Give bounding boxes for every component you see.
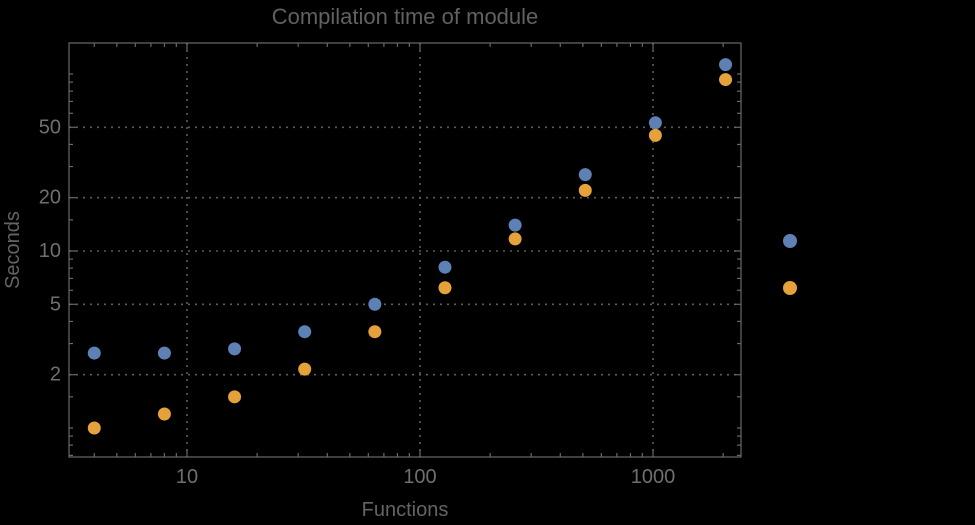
x-tick-label: 100: [403, 466, 436, 488]
y-tick-label: 2: [50, 364, 61, 386]
data-point-series-2: [438, 281, 452, 295]
y-tick-label: 5: [50, 293, 61, 315]
data-point-series-2: [298, 362, 312, 376]
data-point-series-1: [228, 342, 242, 356]
data-point-series-1: [648, 116, 662, 130]
chart-title: Compilation time of module: [271, 4, 539, 29]
data-point-series-1: [157, 346, 171, 360]
data-point-series-1: [368, 297, 382, 311]
data-point-series-1: [438, 260, 452, 274]
data-point-series-2: [508, 232, 522, 246]
data-point-series-2: [368, 325, 382, 339]
data-point-series-1: [298, 325, 312, 339]
data-point-series-2: [157, 407, 171, 421]
data-point-series-2: [228, 390, 242, 404]
y-tick-label: 20: [39, 187, 61, 209]
x-tick-label: 1000: [631, 466, 676, 488]
x-tick-label: 10: [176, 466, 198, 488]
y-tick-label: 50: [39, 116, 61, 138]
data-point-series-2: [648, 128, 662, 142]
data-point-series-2: [87, 421, 101, 435]
legend-marker-series-1: [783, 234, 797, 248]
plot-frame: [68, 42, 742, 458]
data-point-series-2: [578, 183, 592, 197]
y-tick-label: 10: [39, 240, 61, 262]
data-point-series-1: [719, 58, 733, 72]
legend-marker-series-2: [783, 281, 797, 295]
data-point-series-1: [578, 168, 592, 182]
x-axis-label: Functions: [361, 499, 449, 521]
data-point-series-2: [719, 73, 733, 87]
data-point-series-1: [508, 218, 522, 232]
data-point-series-1: [87, 346, 101, 360]
